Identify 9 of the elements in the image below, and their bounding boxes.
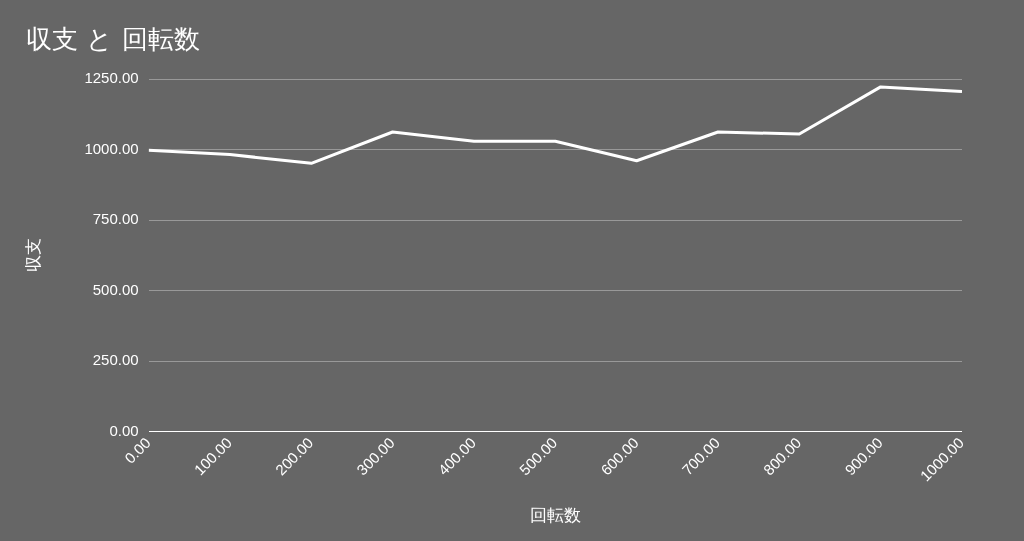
y-tick-label: 1000.00 [84,139,139,157]
x-axis-title: 回転数 [529,506,581,526]
y-tick-label: 750.00 [92,210,139,228]
y-tick-label: 250.00 [92,351,139,369]
chart-title: 収支 と 回転数 [26,23,200,56]
y-axis-title: 収支 [23,238,43,273]
y-tick-label: 1250.00 [84,69,139,87]
y-tick-label: 500.00 [92,280,139,298]
y-tick-label: 0.00 [109,421,139,439]
